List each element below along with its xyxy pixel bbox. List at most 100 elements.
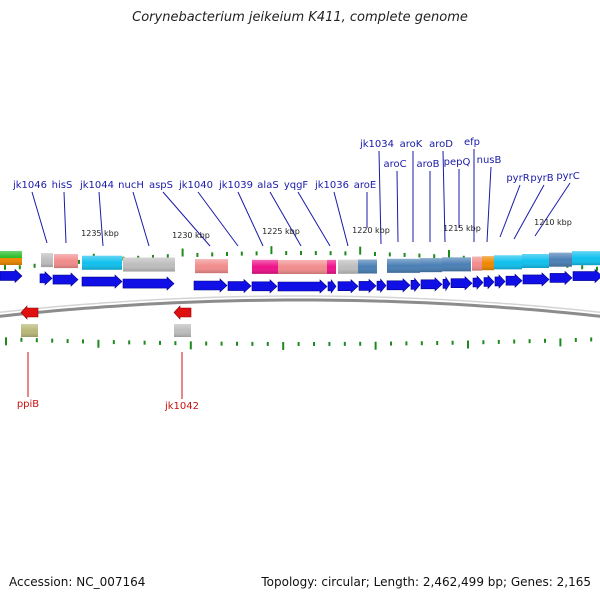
backbone-outer (0, 298, 600, 318)
tick-bottom (236, 341, 238, 346)
category-bar-shade (82, 255, 122, 270)
tick-bottom (559, 338, 562, 347)
forward-gene-arrow (522, 272, 550, 287)
tick-bottom (528, 339, 531, 344)
tick-top (433, 254, 436, 259)
label-leader-lines (27, 149, 571, 399)
forward-gene-arrow (122, 276, 175, 291)
gene-label-jk1046: jk1046 (12, 180, 47, 191)
tick-top (403, 252, 406, 257)
tick-top (78, 259, 80, 264)
gene-label-hisS: hisS (52, 180, 73, 191)
tick-top (196, 252, 199, 257)
forward-gene-arrow (420, 277, 443, 292)
forward-gene-arrow (505, 273, 523, 288)
gene-label-nucH: nucH (118, 180, 144, 191)
genome-backbone (0, 295, 600, 318)
gene-label-jk1040: jk1040 (178, 180, 213, 191)
leader-line (197, 191, 239, 247)
tick-bottom (405, 341, 408, 346)
reverse-gene-arrow (20, 305, 39, 320)
tick-bottom (574, 337, 577, 342)
gene-label-pyrB: pyrB (530, 173, 553, 184)
category-bar-shade (572, 251, 600, 266)
forward-gene-arrow (442, 276, 451, 292)
tick-top (270, 246, 273, 255)
forward-gene-arrow (39, 271, 53, 286)
forward-strand-genes (0, 268, 600, 294)
category-bar-shade (549, 252, 572, 267)
reverse-strand-genes (20, 305, 192, 337)
tick-bottom (159, 340, 161, 345)
category-bar-shade (338, 259, 358, 274)
gene-label-efp: efp (464, 137, 480, 148)
leader-line (396, 170, 399, 243)
gene-label-aroC: aroC (383, 159, 406, 170)
tick-top (211, 252, 214, 257)
leader-line (63, 191, 67, 244)
tick-bottom (189, 341, 192, 350)
forward-gene-arrow (472, 275, 484, 290)
tick-top (418, 253, 421, 258)
forward-gene-arrow (81, 274, 123, 289)
tick-top (33, 263, 36, 268)
forward-gene-arrow (277, 279, 328, 294)
tick-top (255, 251, 258, 256)
leader-line (297, 191, 331, 247)
forward-gene-arrow (227, 278, 252, 294)
tick-bottom (482, 340, 485, 345)
tick-top (596, 266, 598, 271)
gene-label-ppiB: ppiB (17, 399, 39, 410)
forward-gene-arrow (549, 270, 573, 286)
gene-label-pyrR: pyrR (506, 173, 529, 184)
gene-label-jk1039: jk1039 (218, 180, 253, 191)
tick-bottom (20, 337, 23, 342)
forward-gene-arrow (193, 278, 228, 293)
functional-category-bars (0, 250, 600, 274)
leader-line (499, 184, 521, 238)
leader-line (237, 191, 264, 247)
gene-label-aspS: aspS (149, 180, 173, 191)
forward-gene-arrow (327, 278, 337, 294)
reverse-gene-arrow (173, 305, 192, 320)
gene-label-nusB: nusB (477, 155, 502, 166)
tick-bottom (328, 341, 331, 346)
forward-gene-arrow (494, 274, 506, 289)
tick-top (314, 251, 317, 256)
tick-top (240, 251, 243, 256)
forward-gene-arrow (386, 278, 411, 293)
tick-bottom (436, 340, 439, 345)
tick-top (344, 251, 347, 256)
tick-bottom (220, 341, 223, 346)
tick-top (329, 251, 332, 256)
category-bar-shade (442, 257, 471, 272)
tick-bottom (451, 340, 454, 345)
category-bar-shade (54, 254, 78, 269)
tick-bottom (128, 340, 131, 345)
gene-label-aroD: aroD (429, 139, 453, 150)
tick-bottom (297, 341, 300, 346)
scale-label: 1225 kbp (262, 227, 300, 236)
gene-label-pyrC: pyrC (556, 171, 579, 182)
forward-gene-arrow (358, 278, 377, 294)
reverse-category-bar-shade (174, 324, 191, 337)
forward-gene-arrow (52, 272, 79, 287)
tick-top (388, 252, 391, 257)
reverse-category-bar-shade (21, 324, 38, 337)
tick-bottom (51, 338, 54, 343)
forward-gene-arrow (410, 277, 421, 293)
tick-top (359, 246, 362, 255)
category-bar-shade (358, 259, 377, 274)
gene-label-yqgF: yqgF (284, 180, 309, 191)
tick-top (581, 265, 584, 270)
leader-line (378, 150, 382, 245)
backbone-inner (0, 295, 600, 313)
tick-bottom (544, 338, 546, 343)
leader-line (162, 191, 211, 247)
gene-label-aroK: aroK (400, 139, 423, 150)
gene-label-aroE: aroE (354, 180, 376, 191)
gene-label-jk1036: jk1036 (314, 180, 349, 191)
tick-top (181, 248, 184, 257)
leader-line (98, 191, 104, 247)
scale-label: 1235 kbp (81, 229, 119, 238)
